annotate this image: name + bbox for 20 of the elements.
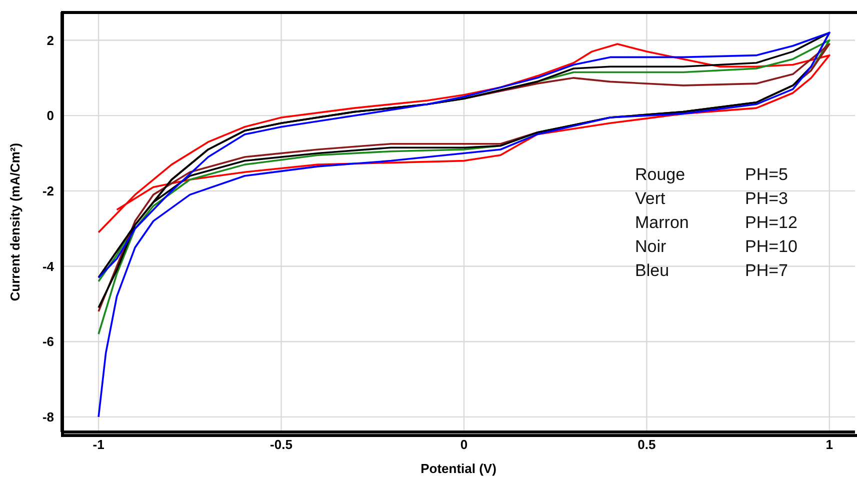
- x-tick-label: -0.5: [270, 437, 292, 452]
- y-tick-label: 0: [46, 108, 54, 124]
- text: Marron PH=12: [635, 213, 798, 232]
- x-tick-label: 1: [826, 437, 834, 452]
- y-tick-label: 2: [46, 32, 54, 48]
- y-tick-label: -8: [42, 410, 54, 425]
- line-series: [98, 43, 830, 234]
- x-tick-label: 0: [460, 437, 468, 452]
- y-tick-label: -2: [42, 184, 54, 199]
- y-tick-label: -6: [42, 334, 54, 350]
- x-axis-title: Potential (V): [420, 461, 496, 476]
- text: Rouge PH=5: [635, 165, 788, 184]
- line-series: [98, 32, 830, 418]
- y-axis-title: Current density (mA/Cm²): [8, 142, 23, 302]
- x-tick-label: 0.5: [638, 437, 656, 452]
- text: Noir PH=10: [635, 237, 798, 256]
- text: Bleu PH=7: [635, 261, 788, 280]
- y-tick-label: -4: [42, 258, 55, 274]
- x-tick-label: -1: [92, 437, 104, 452]
- text: Vert PH=3: [635, 189, 788, 208]
